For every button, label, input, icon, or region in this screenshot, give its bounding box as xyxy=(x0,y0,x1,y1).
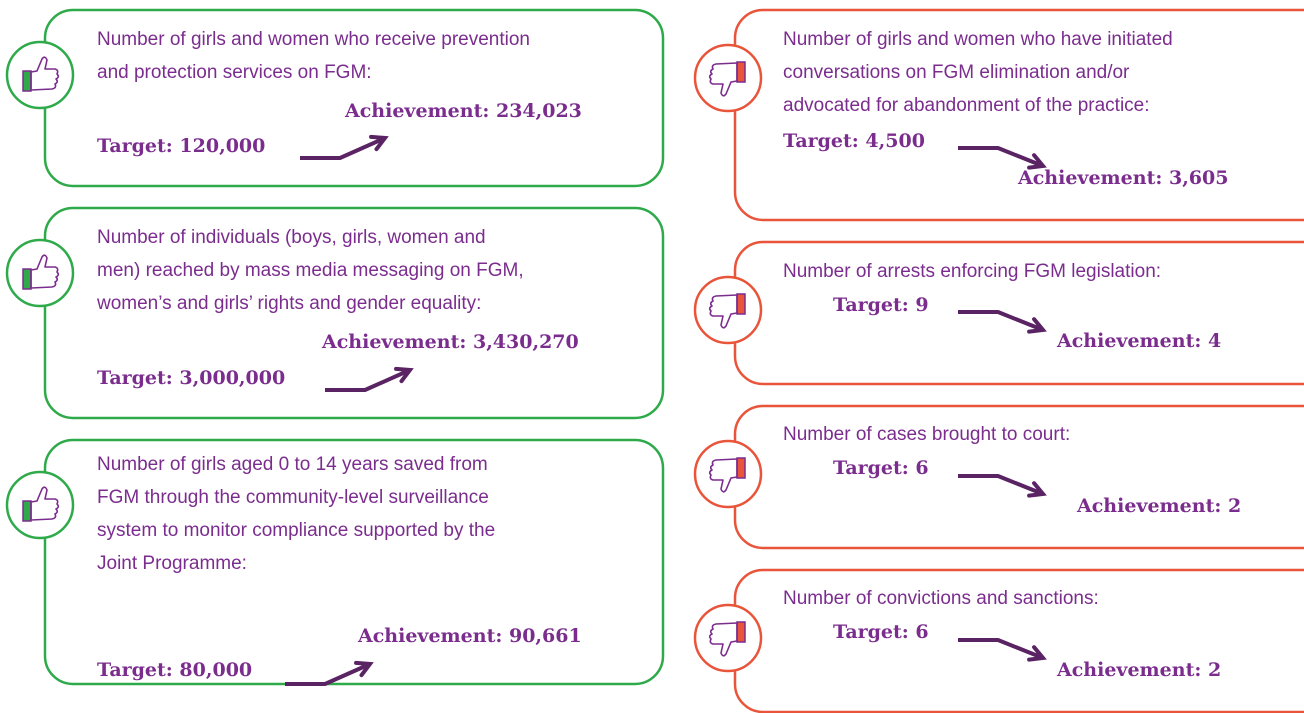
card-description: system to monitor compliance supported b… xyxy=(97,520,495,541)
arrow-head xyxy=(1027,481,1047,498)
achievement-label: Achievement: 4 xyxy=(1056,330,1221,352)
achievement-label: Achievement: 90,661 xyxy=(357,625,582,647)
thumb-cuff xyxy=(22,70,32,92)
arrow-head xyxy=(369,134,389,152)
achievement-label: Achievement: 3,430,270 xyxy=(321,331,579,353)
target-label: Target: 120,000 xyxy=(97,135,265,157)
card xyxy=(43,206,665,420)
icon-circle xyxy=(693,439,763,509)
card-description: conversations on FGM elimination and/or xyxy=(783,62,1130,83)
thumb-icon xyxy=(22,486,60,522)
achievement-label: Achievement: 234,023 xyxy=(344,100,582,122)
arrow-head xyxy=(1027,317,1047,334)
thumb-cuff xyxy=(736,621,746,643)
icon-circle xyxy=(693,275,763,345)
card-description: Number of convictions and sanctions: xyxy=(783,588,1099,609)
card xyxy=(733,8,1304,222)
icon-circle xyxy=(5,238,75,308)
icon-circle xyxy=(693,603,763,673)
card-description: men) reached by mass media messaging on … xyxy=(97,260,524,281)
thumb-icon xyxy=(708,621,746,657)
thumb-cuff xyxy=(736,61,746,83)
thumb-cuff xyxy=(736,293,746,315)
thumb-hand xyxy=(708,62,738,97)
target-label: Target: 6 xyxy=(833,621,929,643)
arrow xyxy=(300,136,386,160)
thumb-icon xyxy=(708,61,746,97)
thumb-icon xyxy=(708,293,746,329)
target-label: Target: 6 xyxy=(833,457,929,479)
thumb-icon xyxy=(22,254,60,290)
thumb-cuff xyxy=(736,457,746,479)
icon-circle xyxy=(693,43,763,113)
thumb-hand xyxy=(708,458,738,493)
thumb-icon xyxy=(708,457,746,493)
thumb-hand xyxy=(708,294,738,329)
thumb-hand xyxy=(708,622,738,657)
card-description: advocated for abandonment of the practic… xyxy=(783,95,1150,116)
thumb-cuff xyxy=(22,500,32,522)
card-description: Number of arrests enforcing FGM legislat… xyxy=(783,261,1161,282)
arrow xyxy=(285,662,371,686)
target-label: Target: 80,000 xyxy=(97,659,252,681)
thumb-icon xyxy=(22,56,60,92)
target-label: Target: 9 xyxy=(833,294,929,316)
achievement-label: Achievement: 2 xyxy=(1076,495,1241,517)
card-description: and protection services on FGM: xyxy=(97,62,372,83)
card-description: Joint Programme: xyxy=(97,553,247,574)
card xyxy=(43,438,665,686)
card-description: FGM through the community-level surveill… xyxy=(97,487,489,508)
target-label: Target: 4,500 xyxy=(783,130,925,152)
arrow xyxy=(325,368,411,392)
arrow-head xyxy=(1027,153,1047,170)
arrow xyxy=(958,638,1044,660)
icon-circle xyxy=(5,470,75,540)
card-description: women’s and girls’ rights and gender equ… xyxy=(96,293,481,314)
icon-circle xyxy=(5,40,75,110)
thumb-hand xyxy=(30,254,60,289)
thumb-cuff xyxy=(22,268,32,290)
thumb-hand xyxy=(30,486,60,521)
arrow xyxy=(958,310,1044,332)
card-description: Number of cases brought to court: xyxy=(783,424,1070,445)
achievement-label: Achievement: 2 xyxy=(1056,659,1221,681)
arrow-head xyxy=(394,366,414,384)
target-label: Target: 3,000,000 xyxy=(97,367,285,389)
arrow xyxy=(958,474,1044,496)
card-description: Number of girls and women who have initi… xyxy=(783,29,1173,50)
arrow-head xyxy=(1027,645,1047,662)
card-description: Number of girls aged 0 to 14 years saved… xyxy=(97,454,488,475)
achievement-label: Achievement: 3,605 xyxy=(1017,167,1228,189)
thumb-hand xyxy=(30,56,60,91)
card-description: Number of individuals (boys, girls, wome… xyxy=(97,227,486,248)
card-description: Number of girls and women who receive pr… xyxy=(97,29,530,50)
arrow-head xyxy=(354,660,374,678)
arrow xyxy=(958,146,1044,168)
